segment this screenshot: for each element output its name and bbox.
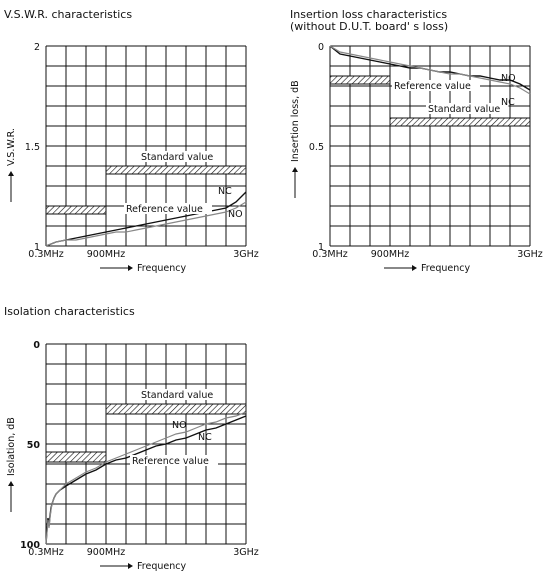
insertion-loss-chart-title: Insertion loss characteristics <box>290 8 448 21</box>
band-label: Standard value <box>428 104 500 115</box>
x-tick-label: 0.3MHz <box>28 547 63 558</box>
chart-grid <box>45 343 247 545</box>
y-tick-label: 2 <box>34 42 40 53</box>
x-tick-label: 3GHz <box>233 249 259 260</box>
series-label: NO <box>228 209 243 220</box>
y-axis-label: V.S.W.R. <box>6 128 17 166</box>
band-label-bg <box>130 455 218 466</box>
x-tick-label: 3GHz <box>517 249 543 260</box>
y-axis-label: Insertion loss, dB <box>290 80 301 162</box>
x-axis-label: Frequency <box>137 561 186 572</box>
isolation-chart-title: Isolation characteristics <box>4 305 135 318</box>
y-axis-arrowhead <box>292 167 298 172</box>
y-tick-label: 1 <box>318 242 324 253</box>
series-label: NO <box>172 420 187 431</box>
y-tick-label: 1 <box>34 242 40 253</box>
series-label: NC <box>218 186 232 197</box>
x-axis-arrowhead <box>128 563 133 569</box>
series-label: NO <box>501 73 516 84</box>
hatched-band <box>45 205 107 215</box>
hatched-band <box>389 117 531 127</box>
x-tick-label: 0.3MHz <box>312 249 347 260</box>
band-label: Standard value <box>141 152 213 163</box>
y-axis-arrowhead <box>8 481 14 486</box>
band-label: Reference value <box>132 456 209 467</box>
x-tick-label: 3GHz <box>233 547 259 558</box>
y-tick-label: 100 <box>20 540 40 551</box>
y-tick-label: 50 <box>27 440 41 451</box>
hatched-band <box>105 165 247 175</box>
y-tick-label: 1.5 <box>25 142 40 153</box>
x-tick-label: 900MHz <box>87 249 125 260</box>
hatched-band <box>329 75 391 85</box>
insertion-loss-chart-subtitle: (without D.U.T. board' s loss) <box>290 20 449 33</box>
y-tick-label: 0 <box>33 340 40 351</box>
x-tick-label: 0.3MHz <box>28 249 63 260</box>
y-axis-label-group: Isolation, dB <box>6 417 17 512</box>
series-line <box>45 411 247 545</box>
band-label-bg <box>124 203 212 214</box>
y-axis-label: Isolation, dB <box>6 417 17 476</box>
x-axis-arrowhead <box>128 265 133 271</box>
y-tick-label: 0 <box>318 42 324 53</box>
band-label-bg <box>139 151 222 162</box>
x-axis-arrowhead <box>412 265 417 271</box>
band-label: Reference value <box>394 81 471 92</box>
band-label-bg <box>139 389 222 400</box>
series-label: NC <box>501 97 515 108</box>
vswr-chart-title: V.S.W.R. characteristics <box>4 8 133 21</box>
band-label-bg <box>426 103 509 114</box>
y-tick-label: 0.5 <box>309 142 324 153</box>
series-line <box>45 201 247 247</box>
x-tick-label: 900MHz <box>371 249 409 260</box>
x-axis-label: Frequency <box>137 263 186 274</box>
x-axis-label: Frequency <box>421 263 470 274</box>
y-axis-arrowhead <box>8 171 14 176</box>
band-label-bg <box>392 80 480 91</box>
series-line <box>45 191 247 247</box>
hatched-band <box>45 451 107 463</box>
y-axis-label-group: V.S.W.R. <box>6 128 17 202</box>
band-label: Standard value <box>141 390 213 401</box>
x-tick-label: 900MHz <box>87 547 125 558</box>
hatched-band <box>105 403 247 415</box>
band-label: Reference value <box>126 204 203 215</box>
y-axis-label-group: Insertion loss, dB <box>290 80 301 198</box>
series-label: NC <box>198 432 212 443</box>
series-line <box>329 45 531 95</box>
